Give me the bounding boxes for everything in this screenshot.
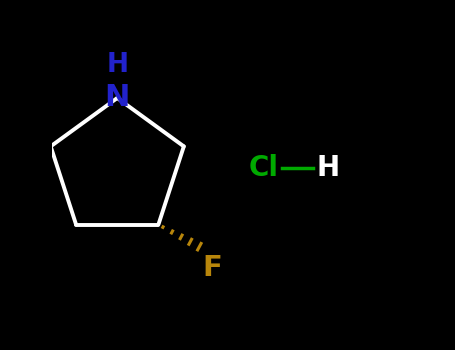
Text: H: H [106,52,128,78]
Text: H: H [317,154,340,182]
Text: Cl: Cl [248,154,278,182]
Text: F: F [203,254,222,282]
Text: N: N [105,84,130,112]
